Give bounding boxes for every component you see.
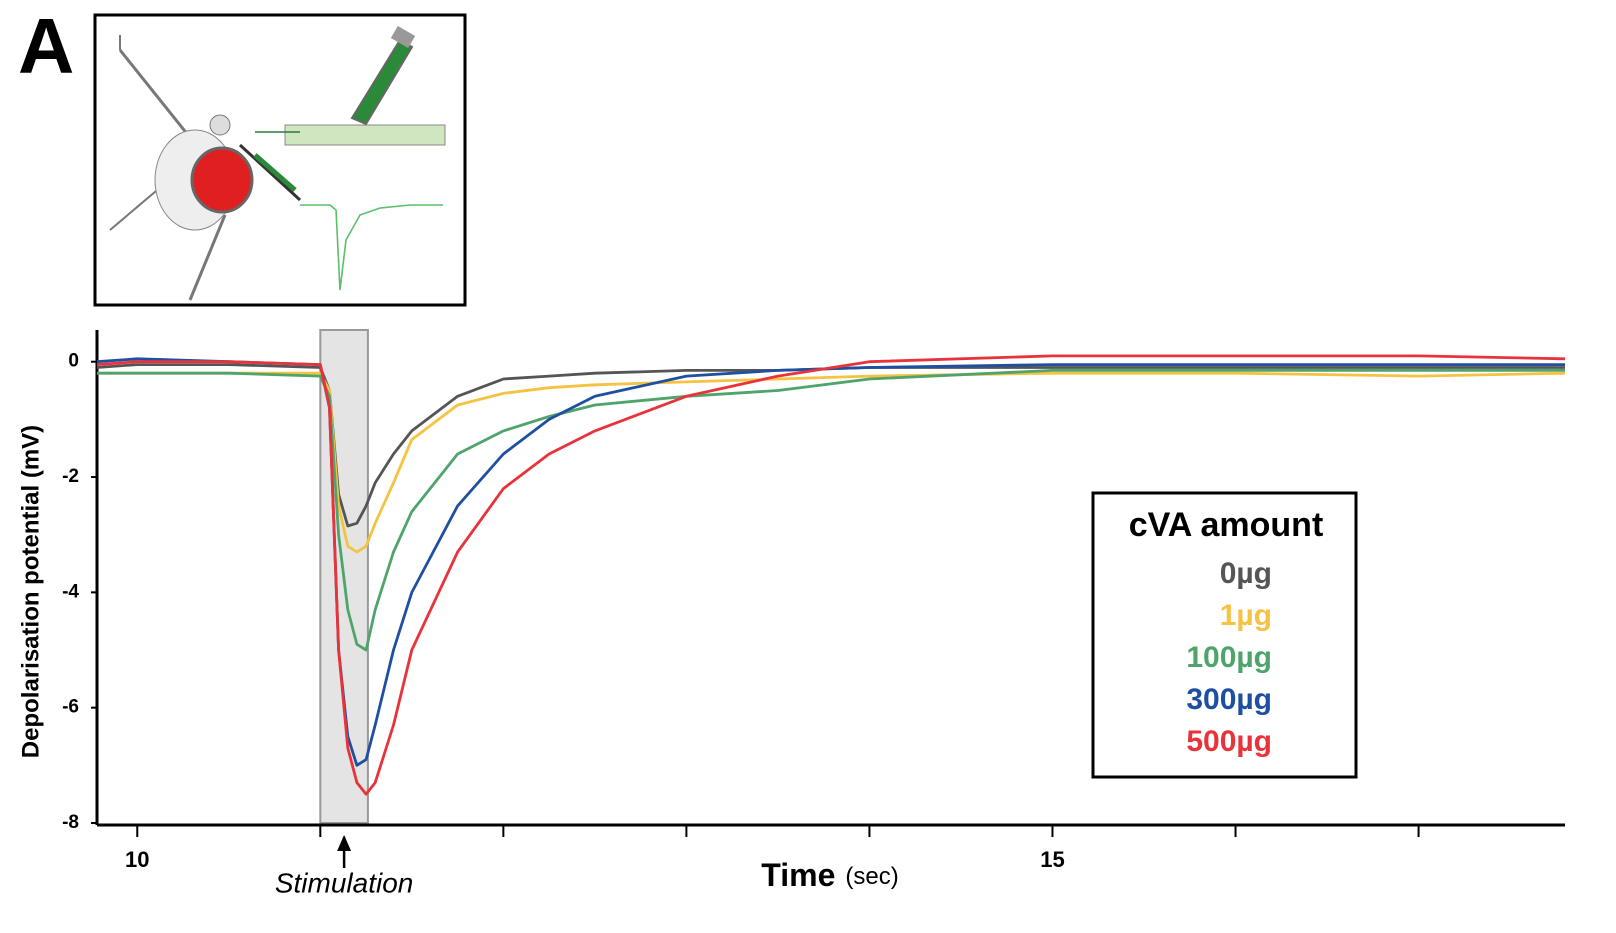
x-axis-label: Time (sec) [761,857,898,893]
stimulus-label: Stimulation [275,867,414,898]
legend-title: cVA amount [1129,506,1324,544]
y-tick-label: -6 [62,697,79,718]
x-tick-label: 15 [1040,847,1064,872]
legend-box [1091,491,1358,779]
series-line [96,354,1566,796]
legend-entry: 300µg [1186,683,1272,716]
legend-entry: 500µg [1186,725,1272,758]
x-tick-label: 10 [125,847,149,872]
legend-entry: 100µg [1186,641,1272,674]
y-axis-label: Depolarisation potential (mV) [17,425,44,758]
legend-entry: 0µg [1220,557,1272,590]
stimulus-arrowhead [337,835,352,851]
x-axis-label-main: Time [761,857,835,893]
y-tick-label: -8 [62,812,79,833]
y-tick-label: -2 [62,466,79,487]
legend-entry: 1µg [1220,599,1272,632]
panel-label: A [18,2,74,90]
x-axis-label-unit: (sec) [845,863,898,890]
y-tick-label: -4 [62,581,79,602]
y-tick-label: 0 [68,351,79,372]
inset-illustration [93,13,467,307]
